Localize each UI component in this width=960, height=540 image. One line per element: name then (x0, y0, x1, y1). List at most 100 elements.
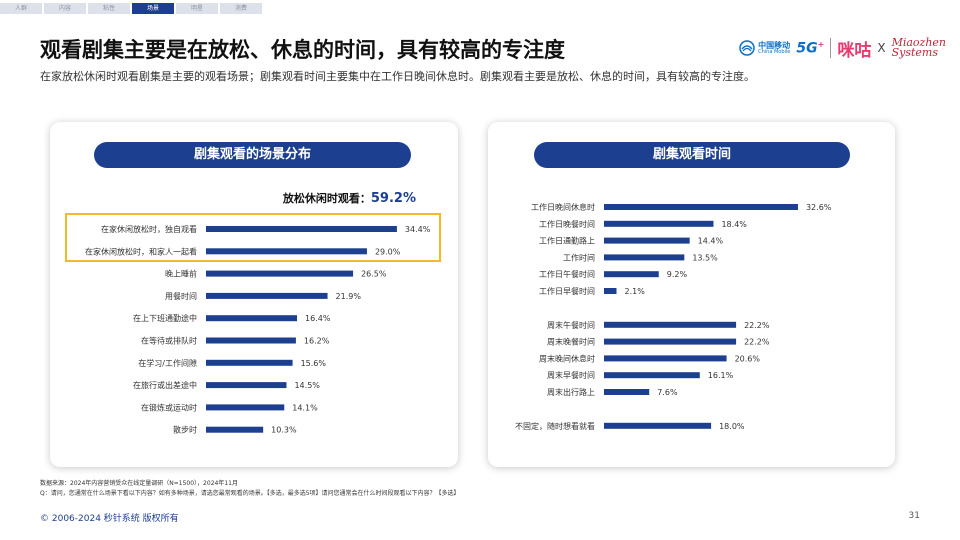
category-label: 周末早餐时间 (547, 370, 595, 380)
page-number: 31 (908, 511, 920, 521)
value-label: 2.1% (624, 287, 645, 296)
bar (206, 426, 264, 433)
category-label: 工作日午餐时间 (539, 269, 595, 279)
miaozhen-logo: Miaozhen Systems (891, 35, 946, 59)
category-label: 在旅行或出差途中 (133, 380, 197, 390)
bar (604, 220, 714, 227)
page-subtitle: 在家放松休闲时观看剧集是主要的观看场景；剧集观看时间主要集中在工作日晚间休息时。… (40, 70, 755, 83)
bar (206, 315, 298, 322)
value-label: 14.4% (698, 237, 724, 246)
bar (206, 270, 354, 277)
category-label: 在家休闲放松时，独自观看 (101, 224, 197, 234)
china-mobile-icon (739, 40, 755, 56)
page-title: 观看剧集主要是在放松、休息的时间，具有较高的专注度 (40, 38, 565, 62)
category-label: 周末午餐时间 (547, 320, 595, 330)
category-label: 周末出行路上 (547, 387, 595, 397)
category-label: 在上下班通勤途中 (133, 313, 197, 323)
relax-summary: 放松休闲时观看：59.2% (283, 190, 416, 206)
category-label: 在等待或排队时 (141, 336, 197, 346)
category-label: 周末晚餐时间 (547, 337, 595, 347)
value-label: 21.9% (336, 292, 362, 301)
bar (604, 321, 737, 328)
value-label: 14.1% (292, 403, 318, 412)
china-mobile-logo: 中国移动 China Mobile (739, 40, 790, 56)
value-label: 18.4% (721, 220, 747, 229)
value-label: 32.6% (806, 203, 832, 212)
tab-content[interactable]: 内容 (44, 3, 86, 14)
bar (604, 372, 700, 379)
value-label: 18.0% (719, 422, 745, 431)
category-label: 周末晚间休息时 (539, 353, 595, 363)
category-label: 工作日晚间休息时 (531, 202, 595, 212)
bar (206, 337, 296, 344)
category-label: 散步时 (173, 425, 197, 435)
category-label: 用餐时间 (165, 291, 197, 301)
bar (604, 355, 727, 362)
value-label: 16.1% (708, 371, 734, 380)
value-label: 14.5% (294, 381, 320, 390)
bar (206, 404, 285, 411)
category-label: 在学习/工作间隙 (138, 358, 197, 368)
tab-people[interactable]: 人群 (0, 3, 42, 14)
value-label: 29.0% (375, 247, 401, 256)
category-label: 工作时间 (563, 252, 595, 262)
value-label: 9.2% (667, 270, 688, 279)
scene-bar-chart: 在家休闲放松时，独自观看 34.4% 在家休闲放松时，和家人一起看 29.0% 晚上睡前… (85, 224, 431, 435)
tab-scene[interactable]: 场景 (132, 3, 174, 14)
bar (604, 237, 690, 244)
tab-stickiness[interactable]: 粘性 (88, 3, 130, 14)
tab-star[interactable]: 明星 (176, 3, 218, 14)
bar (604, 422, 712, 429)
value-label: 16.2% (304, 337, 330, 346)
value-label: 20.6% (735, 354, 761, 363)
category-label: 工作日通勤路上 (539, 236, 595, 246)
scene-chart-title: 剧集观看的场景分布 (94, 142, 411, 168)
question-note: Q：请问，您通常在什么场景下看以下内容？如有多种场景，请选您最常观看的场景。【多… (40, 490, 460, 497)
value-label: 13.5% (692, 253, 718, 262)
section-tabs: 人群 内容 粘性 场景 明星 消费 (0, 3, 262, 14)
copyright: © 2006-2024 秒针系统 版权所有 (40, 514, 179, 524)
bar (604, 271, 659, 278)
bar (206, 226, 397, 232)
value-label: 26.5% (361, 270, 387, 279)
category-label: 不固定，随时想看就看 (515, 421, 595, 431)
bar (206, 248, 367, 255)
value-label: 22.2% (744, 338, 770, 347)
bar (206, 382, 287, 389)
value-label: 22.2% (744, 321, 770, 330)
bar (604, 204, 798, 210)
category-label: 在家休闲放松时，和家人一起看 (85, 246, 197, 256)
logo-divider (830, 38, 832, 58)
value-label: 15.6% (301, 359, 327, 368)
bar (206, 359, 293, 366)
value-label: 7.6% (657, 388, 678, 397)
bar (604, 254, 685, 261)
value-label: 10.3% (271, 426, 297, 435)
category-label: 工作日早餐时间 (539, 286, 595, 296)
bar (604, 288, 617, 294)
value-label: 34.4% (405, 225, 431, 234)
bar (206, 292, 328, 299)
bar (604, 338, 737, 345)
relax-summary-label: 放松休闲时观看： (282, 192, 371, 205)
data-source-note: 数据来源：2024年内容营销受众在线定量调研（N=1500），2024年11月 (40, 480, 238, 487)
category-label: 晚上睡前 (165, 269, 197, 279)
partner-logos: 中国移动 China Mobile 5G+ 咪咕 X Miaozhen Syst… (739, 33, 946, 63)
five-g-logo: 5G+ (796, 39, 825, 57)
viewing-time-card: 剧集观看时间 工作日晚间休息时 32.6% 工作日晚餐时间 18.4% 工作日通勤路上 1… (488, 122, 895, 467)
tab-consumption[interactable]: 消费 (220, 3, 262, 14)
time-bar-chart: 工作日晚间休息时 32.6% 工作日晚餐时间 18.4% 工作日通勤路上 14.4% 工作时… (515, 202, 832, 431)
china-mobile-en: China Mobile (758, 48, 791, 55)
logo-times: X (877, 41, 886, 55)
relax-highlight-box (65, 213, 441, 262)
category-label: 在锻炼或运动时 (141, 402, 197, 412)
value-label: 16.4% (305, 314, 331, 323)
time-chart-title: 剧集观看时间 (534, 142, 850, 168)
china-mobile-cn: 中国移动 (758, 40, 791, 50)
bar (604, 389, 650, 395)
migu-logo: 咪咕 (837, 40, 872, 61)
category-label: 工作日晚餐时间 (539, 219, 595, 229)
relax-summary-value: 59.2% (370, 191, 416, 206)
scene-distribution-card: 剧集观看的场景分布 放松休闲时观看：59.2% 在家休闲放松时，独自观看 34.4… (50, 122, 458, 467)
